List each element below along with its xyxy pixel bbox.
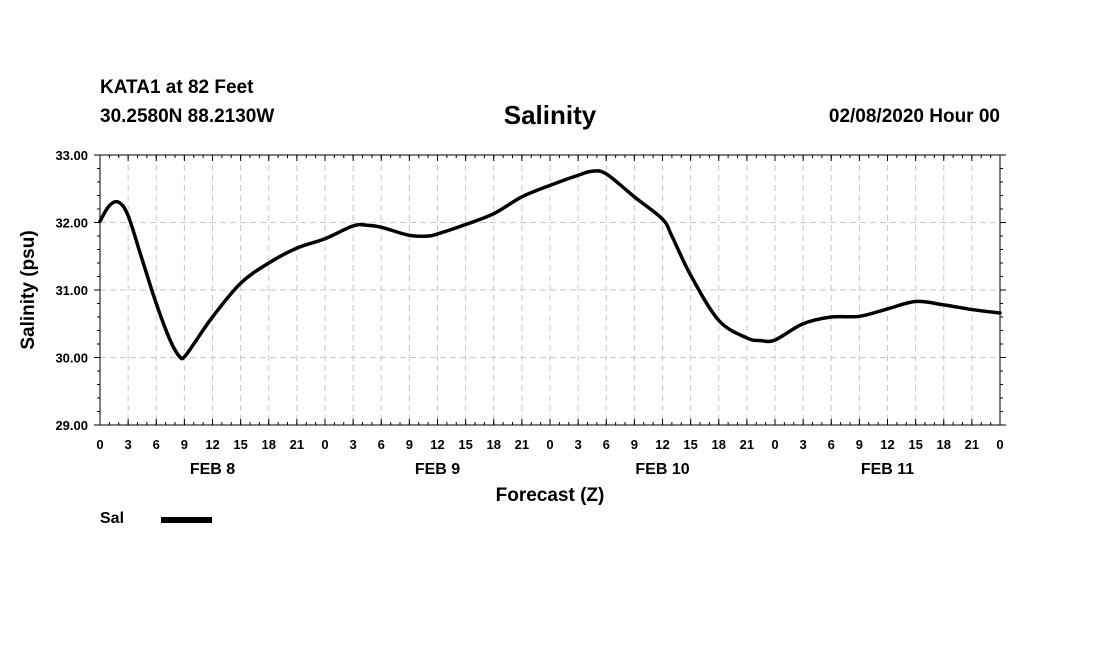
x-tick-label: 9 — [181, 437, 188, 452]
x-tick-label: 15 — [683, 437, 697, 452]
y-tick-label: 31.00 — [55, 283, 88, 298]
x-tick-label: 3 — [350, 437, 357, 452]
x-tick-label: 15 — [458, 437, 472, 452]
x-tick-label: 21 — [740, 437, 754, 452]
x-tick-label: 9 — [406, 437, 413, 452]
date-label: FEB 11 — [861, 461, 914, 478]
legend-label-sal: Sal — [100, 510, 125, 527]
x-tick-label: 3 — [575, 437, 582, 452]
x-tick-label: 6 — [153, 437, 160, 452]
x-tick-label: 0 — [546, 437, 553, 452]
date-label: FEB 10 — [635, 461, 689, 478]
x-tick-label: 3 — [125, 437, 132, 452]
x-tick-label: 6 — [828, 437, 835, 452]
x-tick-label: 9 — [856, 437, 863, 452]
x-tick-label: 18 — [712, 437, 726, 452]
plot-frame — [99, 154, 1001, 426]
x-tick-label: 6 — [603, 437, 610, 452]
chart-title: Salinity — [503, 100, 597, 130]
x-tick-label: 0 — [996, 437, 1003, 452]
x-tick-label: 0 — [96, 437, 103, 452]
legend-swatch-sal — [161, 517, 212, 523]
date-label: FEB 9 — [415, 461, 460, 478]
x-tick-label: 12 — [880, 437, 894, 452]
x-tick-label: 12 — [430, 437, 444, 452]
date-label: FEB 8 — [190, 461, 235, 478]
x-tick-label: 21 — [290, 437, 304, 452]
x-tick-label: 9 — [631, 437, 638, 452]
y-tick-label: 33.00 — [55, 148, 88, 163]
y-axis-title: Salinity (psu) — [18, 230, 39, 349]
y-tick-label: 30.00 — [55, 351, 88, 366]
y-tick-label: 32.00 — [55, 216, 88, 231]
x-tick-label: 18 — [487, 437, 501, 452]
x-tick-label: 0 — [321, 437, 328, 452]
x-tick-label: 15 — [908, 437, 922, 452]
x-tick-label: 12 — [655, 437, 669, 452]
x-tick-label: 15 — [233, 437, 247, 452]
x-tick-label: 12 — [205, 437, 219, 452]
x-tick-label: 3 — [800, 437, 807, 452]
forecast-timestamp: 02/08/2020 Hour 00 — [828, 106, 1000, 127]
x-axis-title: Forecast (Z) — [496, 485, 605, 506]
station-name: KATA1 at 82 Feet — [100, 77, 254, 98]
x-tick-label: 18 — [937, 437, 951, 452]
x-tick-label: 0 — [771, 437, 778, 452]
series-line-sal — [98, 169, 1002, 361]
x-tick-label: 18 — [262, 437, 276, 452]
x-tick-label: 21 — [515, 437, 529, 452]
x-tick-label: 21 — [965, 437, 979, 452]
station-coordinates: 30.2580N 88.2130W — [100, 106, 275, 127]
x-tick-label: 6 — [378, 437, 385, 452]
y-tick-label: 29.00 — [55, 418, 88, 433]
